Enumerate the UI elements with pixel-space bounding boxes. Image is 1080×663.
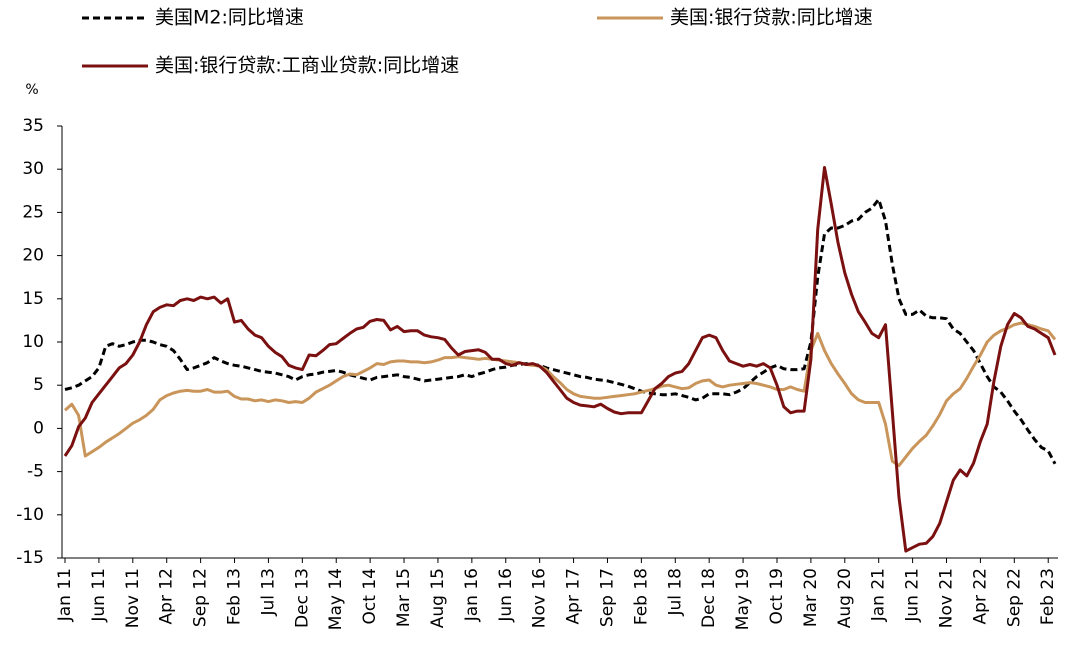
x-tick-label: Dec 18 <box>699 568 719 628</box>
x-tick-label: Sep 12 <box>191 568 211 627</box>
y-tick-label: 35 <box>22 116 44 136</box>
y-tick-label: 0 <box>33 418 44 438</box>
x-tick-label: Dec 13 <box>292 568 312 628</box>
x-tick-label: Jul 18 <box>665 568 685 617</box>
x-tick-label: Jun 11 <box>89 568 109 623</box>
y-tick-label: -15 <box>16 548 44 568</box>
legend-label: 美国:银行贷款:同比增速 <box>670 7 873 29</box>
x-tick-label: Aug 15 <box>428 568 448 628</box>
x-tick-label: Apr 12 <box>157 568 177 624</box>
x-tick-label: Mar 20 <box>801 568 821 627</box>
x-tick-label: Feb 13 <box>225 568 245 625</box>
y-tick-label: 5 <box>33 375 44 395</box>
x-tick-label: Apr 17 <box>564 568 584 624</box>
x-tick-label: Oct 14 <box>360 568 380 624</box>
y-axis-label: % <box>25 82 38 98</box>
series-line <box>63 166 1057 553</box>
y-tick-label: 20 <box>22 246 44 266</box>
y-tick-label: -5 <box>27 462 44 482</box>
x-tick-label: Jan 21 <box>869 568 889 622</box>
x-tick-label: Nov 16 <box>530 568 550 628</box>
x-tick-label: May 19 <box>733 568 753 630</box>
x-tick-label: Sep 22 <box>1004 568 1024 627</box>
series-line <box>64 197 1057 465</box>
x-tick-label: Nov 11 <box>123 568 143 628</box>
x-tick-label: Jan 16 <box>462 568 482 622</box>
x-tick-label: Jul 13 <box>258 568 278 617</box>
y-tick-label: 15 <box>22 289 44 309</box>
x-tick-label: Aug 20 <box>835 568 855 628</box>
x-tick-label: Apr 22 <box>970 568 990 624</box>
x-tick-label: Mar 15 <box>394 568 414 627</box>
x-tick-label: Jan 11 <box>55 568 75 622</box>
x-tick-label: Jun 16 <box>496 568 516 623</box>
legend-label: 美国:银行贷款:工商业贷款:同比增速 <box>155 55 459 77</box>
y-tick-label: 25 <box>22 202 44 222</box>
series-line <box>63 321 1057 468</box>
x-tick-label: Oct 19 <box>767 568 787 624</box>
x-tick-label: Sep 17 <box>597 568 617 627</box>
x-tick-label: Feb 23 <box>1038 568 1058 625</box>
y-tick-label: 10 <box>22 332 44 352</box>
y-tick-label: 30 <box>22 159 44 179</box>
x-tick-label: Jun 21 <box>903 568 923 623</box>
legend-label: 美国M2:同比增速 <box>155 7 304 29</box>
x-tick-label: Feb 18 <box>631 568 651 625</box>
y-tick-label: -10 <box>16 505 44 525</box>
x-tick-label: May 14 <box>326 568 346 630</box>
x-tick-label: Nov 21 <box>937 568 957 628</box>
